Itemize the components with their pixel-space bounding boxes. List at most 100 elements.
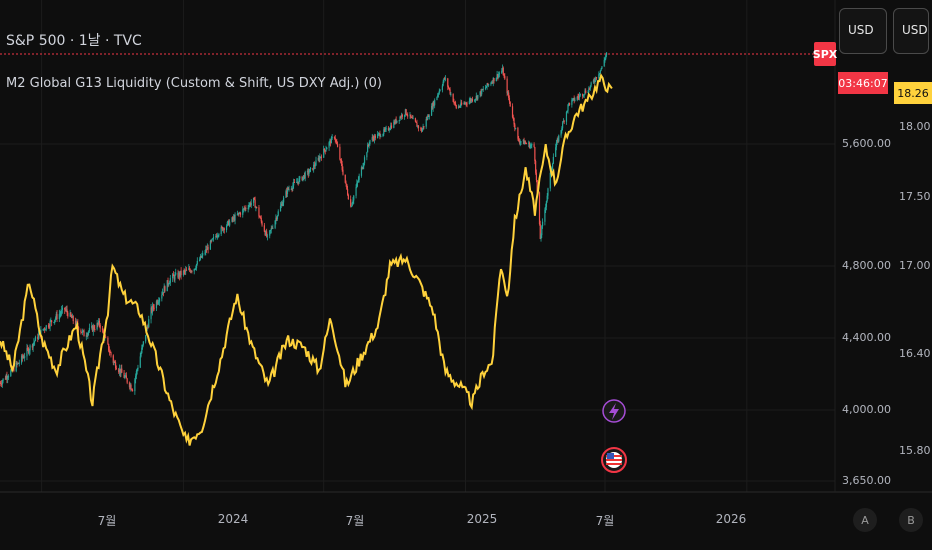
candle-body (385, 128, 387, 130)
candle-body (86, 335, 88, 337)
us-flag-icon[interactable] (601, 447, 627, 473)
candle-body (234, 214, 236, 221)
candle-body (110, 352, 112, 356)
candle-body (347, 194, 349, 200)
candle-body (261, 221, 263, 226)
candle-body (481, 89, 483, 95)
candle-body (175, 272, 177, 275)
candle-body (382, 133, 384, 137)
candle-body (417, 125, 419, 127)
x-tick: 7월 (345, 514, 365, 528)
candle-body (374, 135, 376, 139)
candle-body (396, 120, 398, 123)
symbol-tag: SPX (813, 42, 837, 66)
candle-body (56, 314, 58, 320)
candle-body (393, 121, 396, 124)
candle-body (45, 325, 47, 330)
candle-body (125, 375, 127, 377)
candle-body (276, 215, 279, 220)
candle-body (4, 378, 6, 380)
candle-body (286, 191, 288, 195)
candle-body (514, 128, 517, 130)
candle-body (590, 82, 592, 86)
candle-body (227, 220, 229, 222)
candle-body (59, 313, 61, 315)
candle-body (155, 301, 158, 309)
candle-body (74, 321, 77, 326)
candle-body (501, 67, 504, 71)
candle-body (471, 98, 473, 102)
candle-body (200, 255, 202, 258)
candle-body (216, 235, 218, 238)
candle-body (367, 144, 369, 153)
candle-body (220, 227, 222, 235)
y-left-tick: 4,400.00 (842, 331, 891, 344)
candle-body (523, 139, 525, 145)
candle-body (115, 362, 117, 369)
candle-body (288, 188, 290, 190)
candle-body (275, 217, 277, 221)
candle-body (353, 195, 355, 201)
candle-body (571, 99, 573, 105)
candle-body (476, 95, 478, 99)
candle-body (557, 139, 559, 142)
candle-body (317, 157, 319, 161)
candle-body (372, 137, 374, 139)
candle-body (301, 176, 303, 181)
candle-body (76, 321, 78, 323)
candle-body (231, 217, 233, 222)
x-tick: 2025 (466, 512, 498, 526)
candle-body (193, 268, 195, 272)
candle-body (422, 126, 424, 129)
candle-body (285, 191, 287, 198)
candle-body (453, 101, 455, 103)
candle-body (87, 332, 89, 336)
candle-body (572, 98, 575, 100)
candle-body (459, 106, 461, 108)
indicator-legend[interactable]: M2 Global G13 Liquidity (Custom & Shift,… (6, 76, 382, 91)
candle-body (153, 307, 155, 309)
candle-body (265, 231, 267, 236)
candle-body (330, 140, 332, 144)
candle-body (535, 160, 537, 173)
candle-body (229, 221, 231, 226)
candle-body (400, 116, 402, 118)
candle-body (48, 326, 50, 328)
auto-scale-button[interactable]: A (853, 508, 877, 532)
candle-body (81, 332, 83, 334)
candle-body (70, 312, 72, 316)
candle-body (5, 375, 7, 380)
candle-body (529, 145, 531, 148)
candle-body (363, 163, 365, 167)
currency-button-right[interactable]: USD (893, 8, 929, 54)
candle-body (439, 90, 441, 92)
candle-body (131, 389, 134, 392)
candle-body (588, 88, 591, 90)
candle-body (164, 286, 166, 292)
candle-body (161, 294, 163, 299)
currency-button-left[interactable]: USD (839, 8, 887, 54)
candle-body (44, 329, 47, 331)
right-scale-button[interactable]: B (899, 508, 923, 532)
lightning-icon[interactable] (602, 399, 626, 423)
candle-body (377, 134, 379, 139)
candle-body (530, 145, 532, 147)
candle-body (64, 309, 67, 311)
candle-body (49, 320, 51, 327)
candle-body (44, 328, 46, 330)
candle-body (242, 208, 245, 210)
candle-body (600, 68, 602, 71)
candle-body (308, 172, 310, 174)
candle-body (518, 138, 520, 141)
candle-body (333, 137, 336, 139)
candle-body (458, 106, 460, 108)
candle-body (501, 70, 503, 74)
candle-body (23, 357, 25, 359)
candle-body (551, 167, 553, 173)
candle-body (50, 320, 52, 322)
candle-body (309, 169, 311, 173)
candle-body (269, 230, 271, 236)
candle-body (428, 115, 430, 117)
event-markers[interactable] (601, 399, 627, 473)
